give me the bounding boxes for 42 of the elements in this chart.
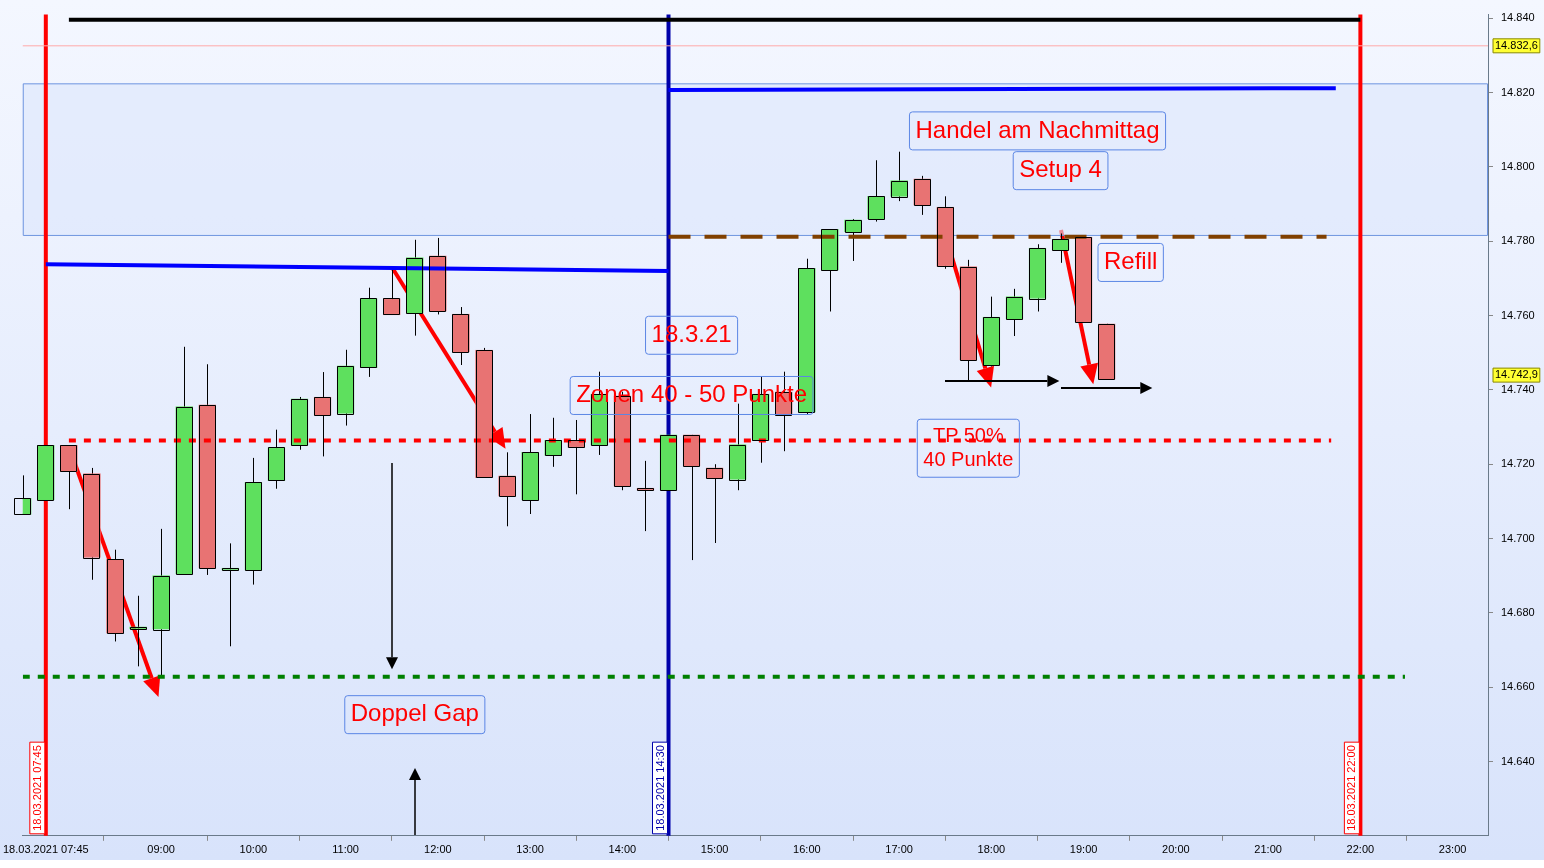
- y-tick-label: 14.680: [1501, 605, 1535, 618]
- x-tick-label: 10:00: [239, 843, 268, 856]
- annotation: Handel am Nachmittag: [915, 115, 1160, 143]
- annotation: Setup 4: [1019, 155, 1102, 183]
- x-tick-label: 13:00: [516, 843, 544, 856]
- candlestick: [498, 451, 516, 527]
- text: 14.742,9: [1495, 368, 1538, 381]
- x-tick-label: 19:00: [1069, 843, 1098, 856]
- x-tick-label: 21:00: [1254, 843, 1282, 856]
- y-tick-label: 14.820: [1501, 85, 1535, 98]
- y-tick-label: 14.760: [1501, 308, 1535, 321]
- y-tick-label: 14.780: [1501, 234, 1535, 247]
- candlestick: [14, 474, 32, 515]
- y-tick-label: 14.720: [1501, 457, 1535, 470]
- y-tick-label: 14.660: [1501, 680, 1535, 693]
- x-tick-label: 12:00: [424, 843, 452, 856]
- ref-line-label: 18.03.2021 14:30: [653, 745, 666, 831]
- x-tick-label: 14:00: [608, 843, 637, 856]
- x-tick-label: 18:00: [977, 843, 1006, 856]
- x-tick-label: 09:00: [147, 843, 175, 856]
- annotation: Doppel Gap: [350, 699, 479, 727]
- candlestick: [867, 159, 885, 223]
- ref-line-label: 14.832,6: [1495, 38, 1538, 51]
- x-tick-label: 17:00: [885, 843, 913, 856]
- y-tick-label: 14.840: [1501, 11, 1535, 24]
- y-tick-label: 14.740: [1501, 382, 1535, 395]
- annotation: Refill: [1104, 247, 1158, 275]
- x-tick-label: 16:00: [793, 843, 821, 856]
- x-tick-label: 18.03.2021 07:45: [3, 843, 89, 856]
- y-tick-label: 14.640: [1501, 754, 1535, 767]
- candlestick: [636, 460, 655, 532]
- x-tick-label: 23:00: [1438, 843, 1467, 856]
- x-tick-label: 22:00: [1346, 843, 1375, 856]
- candlestick: [705, 463, 724, 544]
- candlestick: [1005, 288, 1024, 337]
- ref-line-label: 18.03.2021 22:00: [1345, 745, 1358, 831]
- x-tick-label: 15:00: [700, 843, 729, 856]
- candlestick: [567, 419, 586, 495]
- y-tick-label: 14.700: [1501, 531, 1535, 544]
- x-tick-label: 20:00: [1162, 843, 1190, 856]
- y-tick-label: 14.800: [1501, 159, 1535, 172]
- x-tick-label: 11:00: [332, 843, 359, 856]
